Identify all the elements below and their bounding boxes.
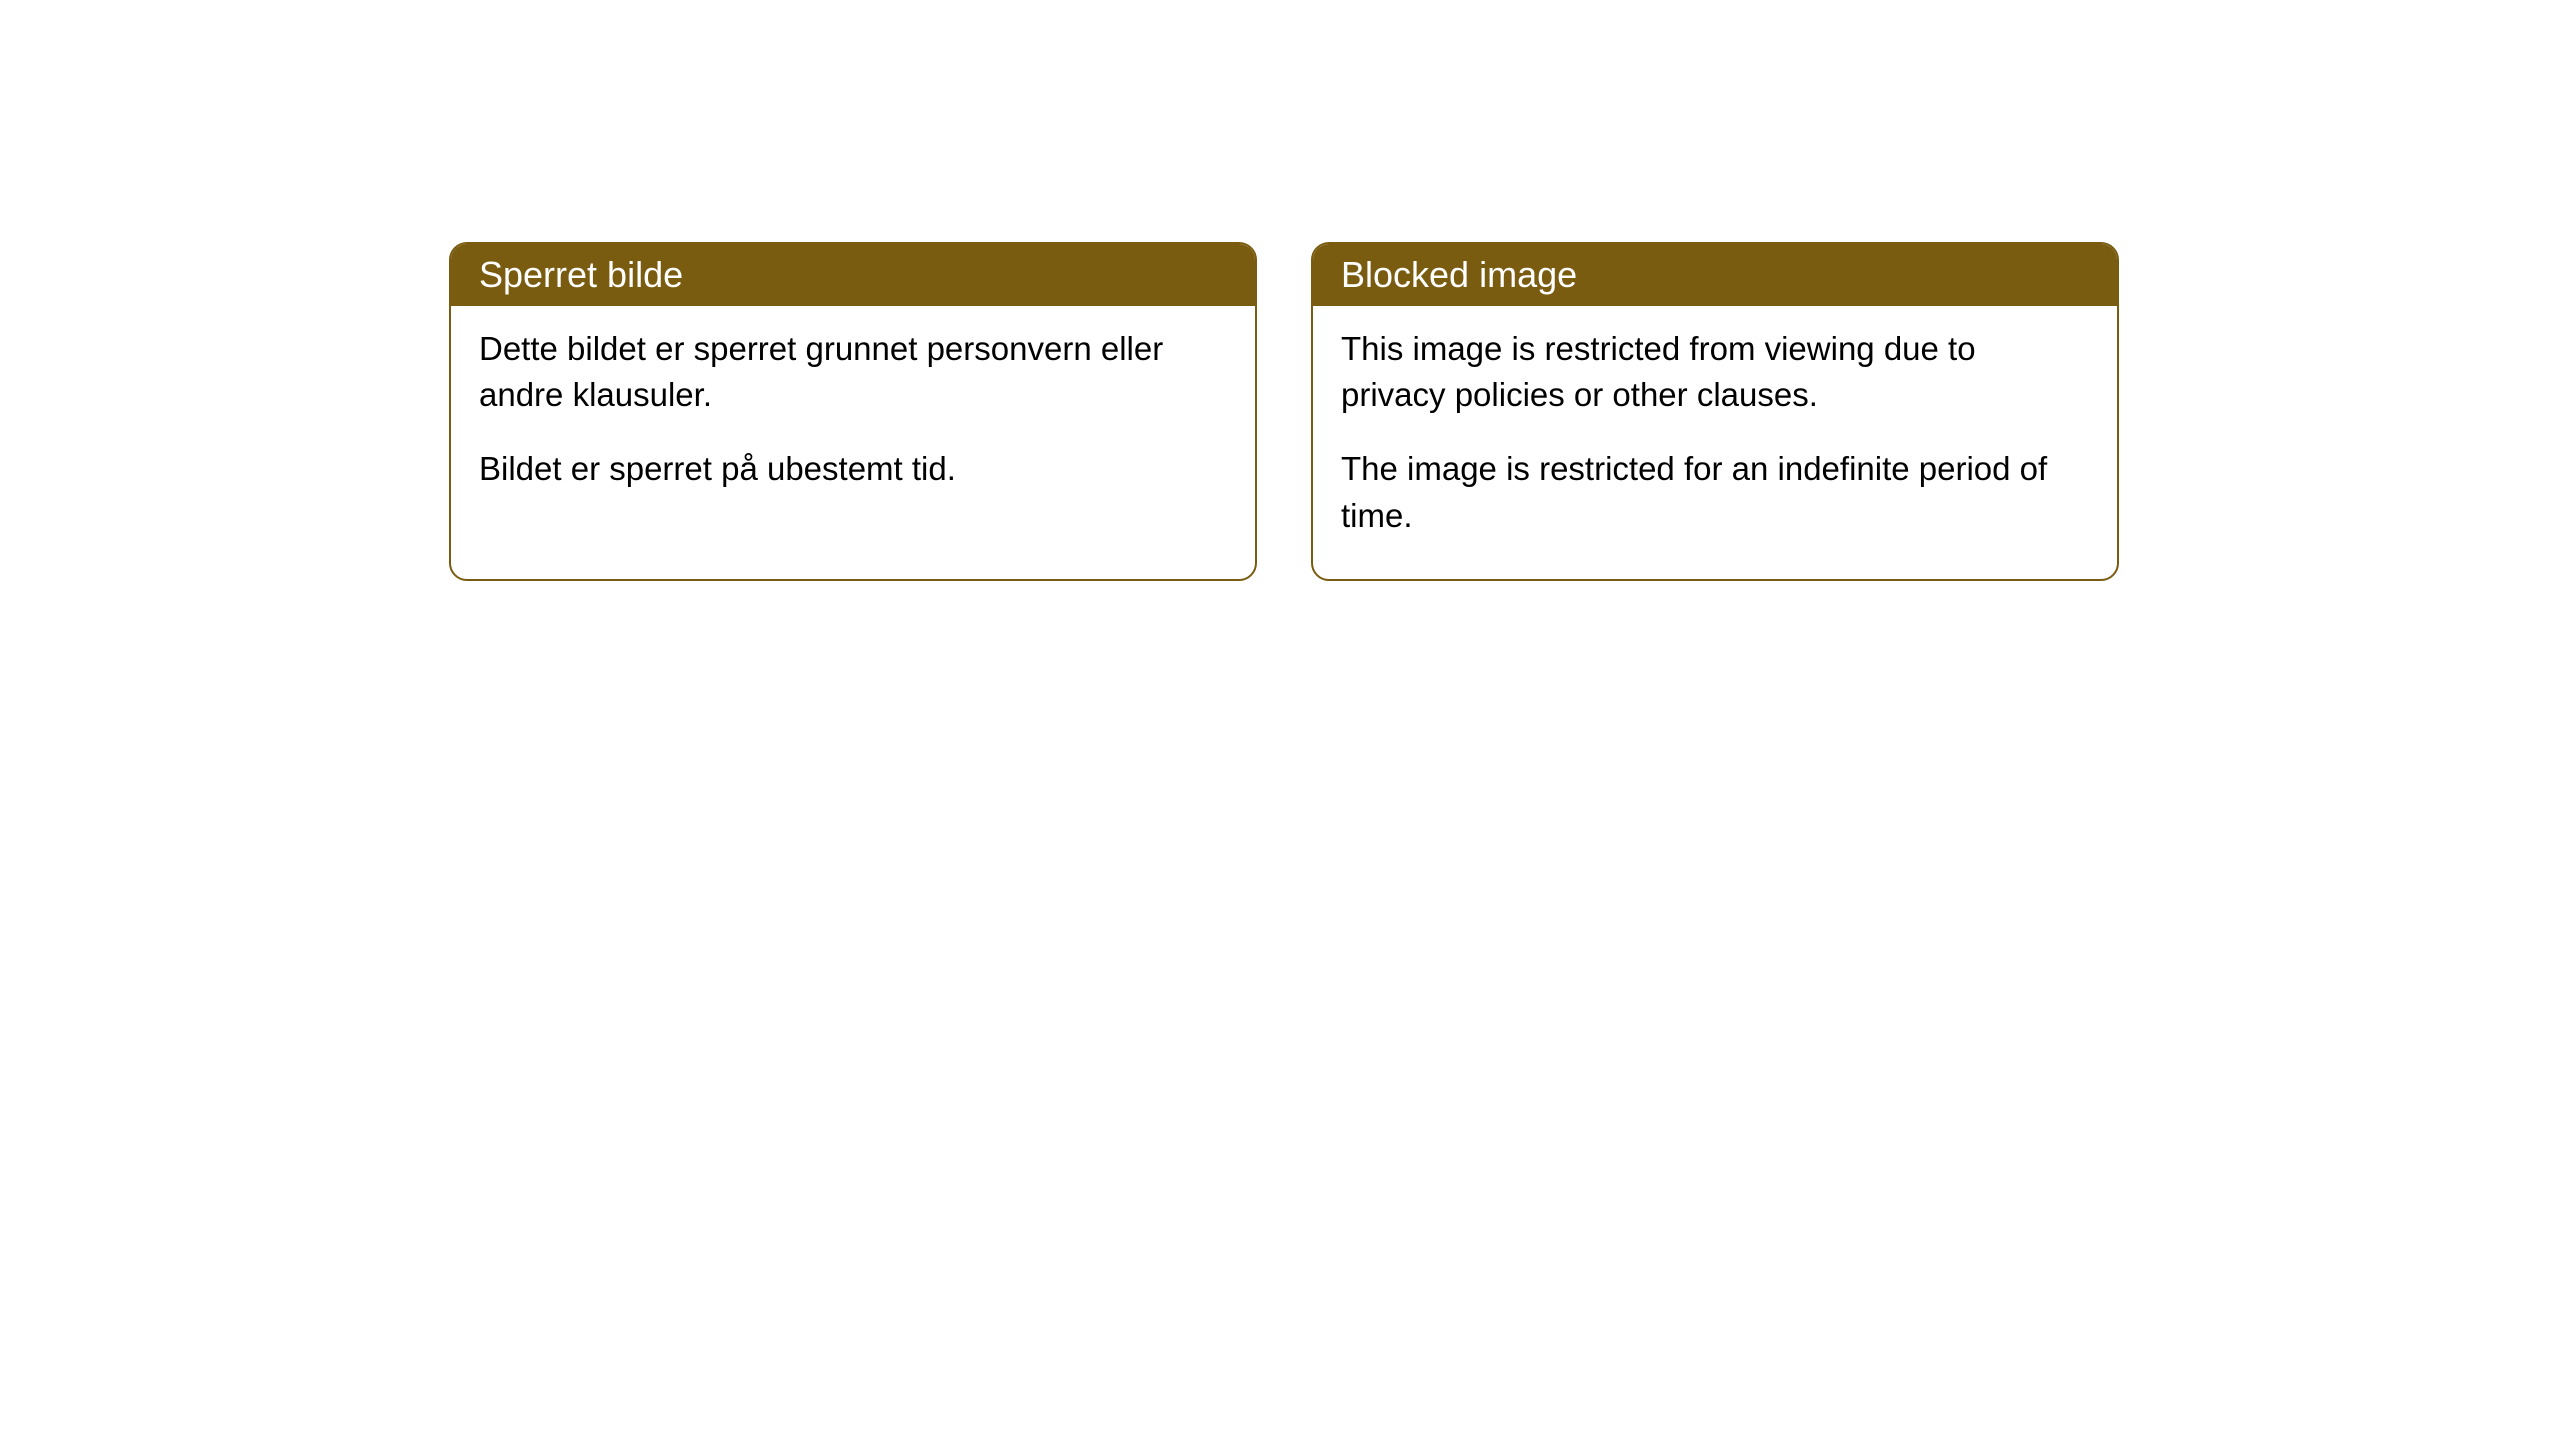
card-body: Dette bildet er sperret grunnet personve…	[451, 306, 1255, 533]
card-restricted-english: Blocked image This image is restricted f…	[1311, 242, 2119, 581]
card-paragraph: Bildet er sperret på ubestemt tid.	[479, 446, 1227, 492]
card-paragraph: The image is restricted for an indefinit…	[1341, 446, 2089, 538]
card-body: This image is restricted from viewing du…	[1313, 306, 2117, 579]
card-paragraph: This image is restricted from viewing du…	[1341, 326, 2089, 418]
cards-container: Sperret bilde Dette bildet er sperret gr…	[449, 242, 2119, 581]
card-restricted-norwegian: Sperret bilde Dette bildet er sperret gr…	[449, 242, 1257, 581]
card-paragraph: Dette bildet er sperret grunnet personve…	[479, 326, 1227, 418]
card-header: Sperret bilde	[451, 244, 1255, 306]
card-title: Sperret bilde	[479, 254, 683, 295]
card-title: Blocked image	[1341, 254, 1577, 295]
card-header: Blocked image	[1313, 244, 2117, 306]
